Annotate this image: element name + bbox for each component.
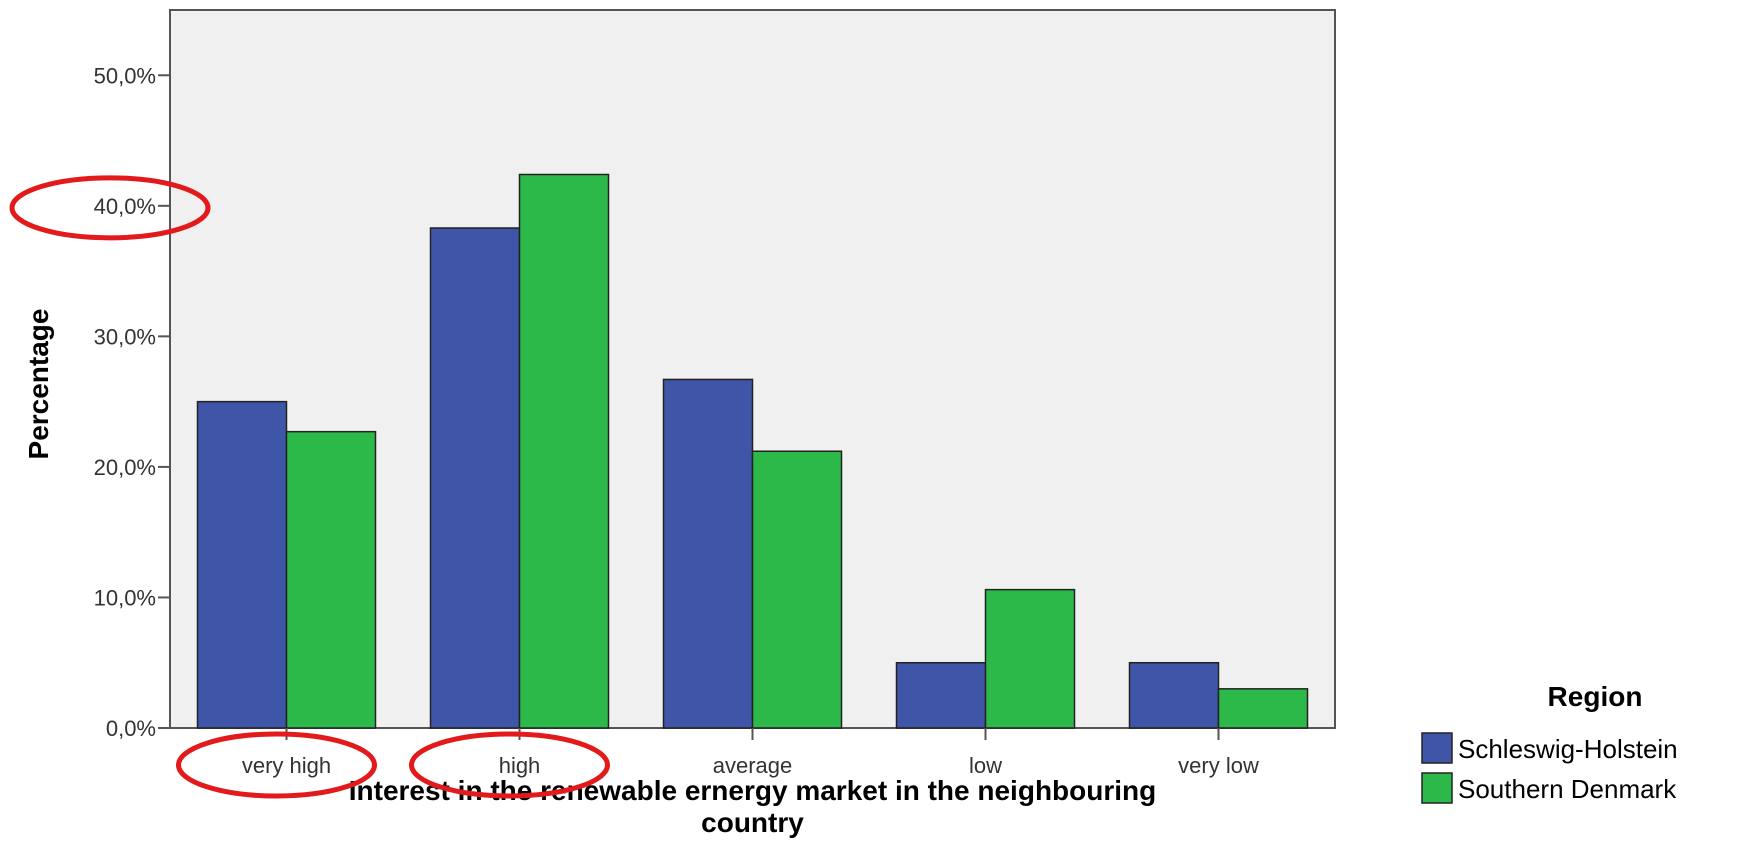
x-axis: very high high average low very low [242,728,1259,778]
y-tick-label: 10,0% [94,585,156,610]
highlight-ellipse [409,731,610,799]
x-tick-label: low [969,753,1002,778]
highlight-ellipse [9,175,211,241]
bar-southern-denmark-very-low [1217,688,1309,729]
x-axis-title-line: country [701,807,804,838]
bar-southern-denmark-very-high [285,430,377,729]
x-axis-title-line: Interest in the renewable ernergy market… [349,775,1157,806]
bars-group [196,173,1309,729]
legend-label: Schleswig-Holstein [1458,734,1678,764]
y-tick-label: 20,0% [94,455,156,480]
x-tick-label: high [499,753,541,778]
x-tick-label: very high [242,753,331,778]
bar-schleswig-holstein-very-low [1128,661,1220,729]
y-tick-label: 40,0% [94,194,156,219]
x-axis-title: Interest in the renewable ernergy market… [349,775,1157,838]
bar-schleswig-holstein-average [662,378,754,729]
y-tick-label: 0,0% [106,716,156,741]
y-tick-label: 50,0% [94,63,156,88]
x-tick-label: very low [1178,753,1259,778]
y-tick-label: 30,0% [94,324,156,349]
highlight-ellipse [176,731,377,799]
bar-schleswig-holstein-very-high [196,400,288,729]
legend-swatch [1421,732,1453,764]
x-tick-label: average [713,753,793,778]
legend-label: Southern Denmark [1458,774,1677,804]
bar-southern-denmark-low [984,588,1076,729]
bar-southern-denmark-high [518,173,610,729]
bar-southern-denmark-average [751,450,843,729]
y-axis-title: Percentage [23,309,54,460]
annotation-highlights [9,175,610,799]
bar-schleswig-holstein-high [429,227,521,729]
legend-title: Region [1548,681,1643,712]
legend-swatch [1421,772,1453,804]
y-axis: 0,0% 10,0% 20,0% 30,0% 40,0% 50,0% [94,63,170,741]
legend: Region Schleswig-Holstein Southern Denmar… [1421,681,1678,804]
bar-schleswig-holstein-low [895,661,987,729]
